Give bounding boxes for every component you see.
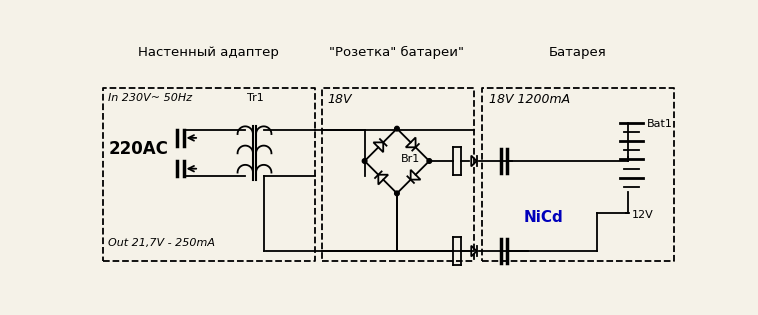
Circle shape [427, 159, 431, 163]
Text: Bat1: Bat1 [647, 119, 673, 129]
Text: 18V: 18V [327, 93, 352, 106]
Text: Настенный адаптер: Настенный адаптер [138, 45, 279, 59]
Text: 12V: 12V [632, 210, 653, 220]
Circle shape [395, 126, 399, 131]
Text: NiCd: NiCd [524, 210, 564, 225]
Text: Батарея: Батарея [549, 45, 606, 59]
Circle shape [362, 159, 367, 163]
Text: 18V 1200mA: 18V 1200mA [490, 93, 571, 106]
Text: Out 21,7V - 250mA: Out 21,7V - 250mA [108, 238, 215, 248]
Text: In 230V~ 50Hz: In 230V~ 50Hz [108, 93, 193, 103]
Text: Br1: Br1 [401, 154, 420, 164]
Text: Tr1: Tr1 [247, 93, 264, 103]
Text: 220AC: 220AC [108, 140, 168, 158]
Text: "Розетка" батареи": "Розетка" батареи" [330, 45, 465, 59]
Circle shape [395, 191, 399, 196]
